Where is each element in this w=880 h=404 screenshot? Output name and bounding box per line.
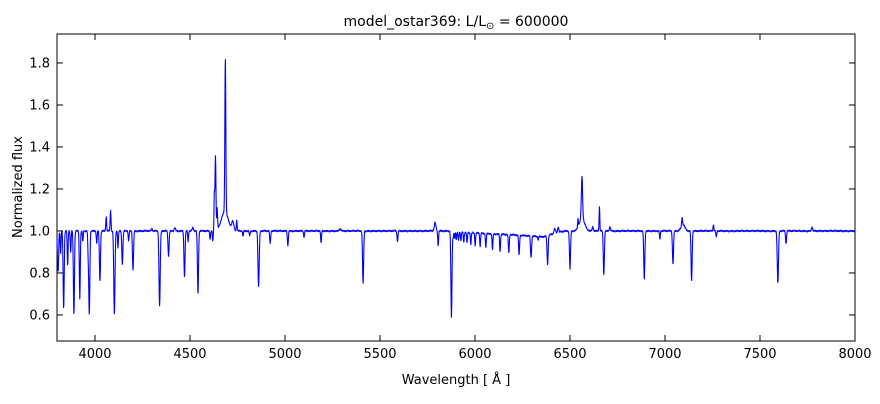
y-axis-label: Normalized flux (11, 136, 26, 238)
x-tick-label: 4000 (78, 347, 111, 362)
x-tick-label: 6000 (458, 347, 491, 362)
x-tick-label: 4500 (173, 347, 206, 362)
y-tick-label: 1.8 (29, 56, 50, 71)
x-tick-label: 7000 (648, 347, 681, 362)
x-axis-tick-labels: 4000 4500 5000 5500 6000 6500 7000 7500 8000 (78, 347, 871, 362)
y-axis-tick-labels: 0.6 0.8 1.0 1.2 1.4 1.6 1.8 (29, 56, 50, 323)
y-axis-ticks (57, 62, 855, 316)
x-tick-label: 5000 (268, 347, 301, 362)
spectrum-line (56, 58, 856, 318)
y-tick-label: 0.8 (29, 266, 50, 281)
plot-frame (56, 33, 856, 342)
y-tick-label: 1.6 (29, 98, 50, 113)
chart-title-main: model_ostar369: L/L (344, 14, 487, 30)
x-tick-label: 8000 (838, 347, 871, 362)
x-axis-ticks (94, 34, 856, 341)
sun-symbol-subscript: ⊙ (486, 21, 494, 32)
x-tick-label: 5500 (363, 347, 396, 362)
chart-title: model_ostar369: L/L⊙ = 600000 (344, 14, 569, 32)
chart-title-suffix: = 600000 (494, 14, 568, 30)
y-tick-label: 0.6 (29, 308, 50, 323)
y-tick-label: 1.4 (29, 140, 50, 155)
x-tick-label: 6500 (553, 347, 586, 362)
y-tick-label: 1.0 (29, 224, 50, 239)
x-axis-label: Wavelength [ Å ] (402, 372, 511, 388)
y-tick-label: 1.2 (29, 182, 50, 197)
x-tick-label: 7500 (743, 347, 776, 362)
